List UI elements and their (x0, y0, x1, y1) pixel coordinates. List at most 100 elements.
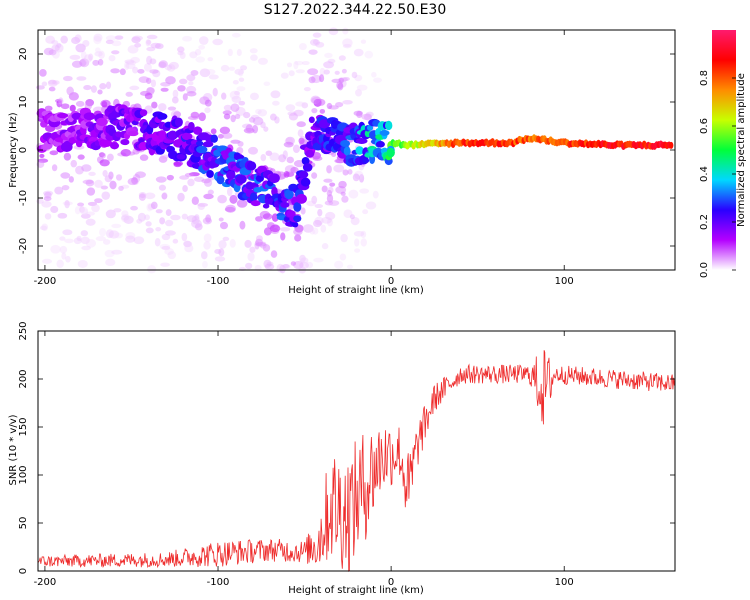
spectrogram-cell (149, 69, 159, 74)
spectrogram-cell (196, 145, 208, 154)
spectrogram-cell (311, 172, 318, 179)
spectrogram-cell (125, 235, 136, 243)
spectrogram-cell (255, 216, 263, 222)
spectrogram-cell (226, 170, 236, 180)
x-tick-label: -100 (207, 276, 230, 287)
y-tick-label: 150 (18, 417, 29, 436)
spectrogram-cell (323, 61, 335, 69)
spectrogram-cell (48, 86, 56, 92)
spectrogram-cell (306, 200, 317, 207)
spectrogram-cell (97, 89, 103, 95)
spectrogram-cell (219, 126, 231, 135)
spectrogram-cell (360, 230, 367, 239)
spectrogram-cell (73, 145, 85, 150)
spectrogram-cell (51, 44, 60, 52)
spectrogram-cell (307, 68, 319, 76)
spectrogram-cell (238, 77, 245, 82)
spectrogram-cell (354, 170, 364, 180)
colorbar-tick-label: 0.4 (699, 166, 710, 182)
spectrogram-cell (218, 248, 225, 257)
spectrogram-cell (186, 91, 197, 97)
spectrogram-cell (292, 144, 300, 153)
spectrogram-cell (57, 212, 68, 219)
spectrogram-cell (365, 111, 374, 117)
spectrogram-cell (293, 109, 304, 117)
spectrogram-cell (188, 81, 194, 86)
spectrogram-cell (354, 238, 360, 247)
spectrogram-cell (59, 245, 68, 254)
spectrogram-cell (264, 263, 275, 270)
spectrogram-cell (386, 147, 395, 158)
spectrogram-cell (226, 187, 233, 197)
spectrogram-cell (194, 223, 203, 231)
spectrogram-cell (314, 204, 324, 209)
spectrogram-cell (360, 238, 367, 247)
spectrogram-cell (105, 81, 112, 90)
spectrogram-cell (240, 65, 248, 71)
spectrogram-cell (329, 182, 336, 187)
y-tick-label: 200 (18, 369, 29, 388)
spectrogram-cell (104, 249, 115, 258)
spectrogram-cell (324, 52, 333, 59)
spectrogram-cell (208, 74, 219, 80)
spectrogram-cell (82, 208, 88, 216)
spectrogram-cell (71, 60, 83, 68)
spectrogram-cell (161, 192, 168, 200)
spectrogram-cell (79, 206, 85, 213)
y-tick-label: -10 (18, 190, 29, 206)
spectrogram-cell (385, 120, 393, 131)
spectrogram-cell (280, 201, 290, 208)
spectrogram-cell (340, 140, 351, 148)
spectrogram-cell (61, 184, 70, 191)
spectrogram-cell (146, 46, 156, 52)
spectrogram-cell (222, 236, 230, 242)
spectrogram-cell (83, 112, 96, 121)
spectrogram-cell (60, 35, 68, 44)
spectrogram-cell (283, 141, 294, 148)
spectrogram-cell (49, 150, 59, 156)
spectrogram-cell (94, 198, 103, 204)
spectrogram-cell (54, 43, 64, 53)
spectrogram-cell (76, 76, 87, 81)
spectrogram-cell (183, 240, 193, 248)
spectrogram-cell (266, 261, 274, 266)
spectrogram-cell (176, 153, 186, 160)
spectrogram-cell (351, 71, 358, 79)
spectrogram-cell (158, 103, 167, 112)
snr-y-ticks: 0 50 100 150 200 250 (18, 321, 675, 574)
spectrogram-cell (323, 178, 333, 183)
spectrogram-cell (146, 39, 152, 45)
spectrogram-cell (358, 173, 365, 183)
spectrogram-cell (165, 209, 172, 217)
spectrogram-cell (182, 35, 193, 42)
spectrogram-cell (86, 187, 96, 196)
spectrogram-cell (375, 141, 385, 148)
spectrogram-cell (366, 124, 374, 131)
spectrogram-cell (164, 64, 173, 71)
spectrogram-cell (143, 63, 152, 72)
spectrogram-cell (51, 164, 58, 172)
spectrogram-cell (161, 233, 171, 241)
spectrogram-cell (74, 206, 81, 215)
spectrogram-cell (197, 202, 209, 207)
spectrogram-cell (298, 170, 309, 179)
spectrogram-cell (147, 265, 157, 274)
spectrogram-cell (68, 176, 74, 183)
spectrogram-cell (52, 50, 60, 59)
spectrogram-cell (350, 216, 360, 226)
spectrogram-cell (74, 34, 82, 43)
spectrogram-cell (85, 179, 95, 187)
spectrogram-cell (269, 173, 280, 184)
spectrogram-cell (75, 139, 83, 148)
spectrogram-cell (321, 243, 329, 250)
spectrogram-cell (265, 150, 273, 156)
spectrogram-cell (342, 169, 349, 176)
spectrogram-cell (155, 209, 163, 214)
spectrogram-cell (76, 235, 82, 242)
spectrogram-cell (43, 196, 52, 202)
spectrogram-cell (114, 35, 124, 40)
spectrogram-cell (279, 264, 291, 270)
spectrogram-cell (257, 57, 268, 65)
spectrogram-cell (300, 257, 309, 264)
y-tick-label: 250 (18, 321, 29, 340)
